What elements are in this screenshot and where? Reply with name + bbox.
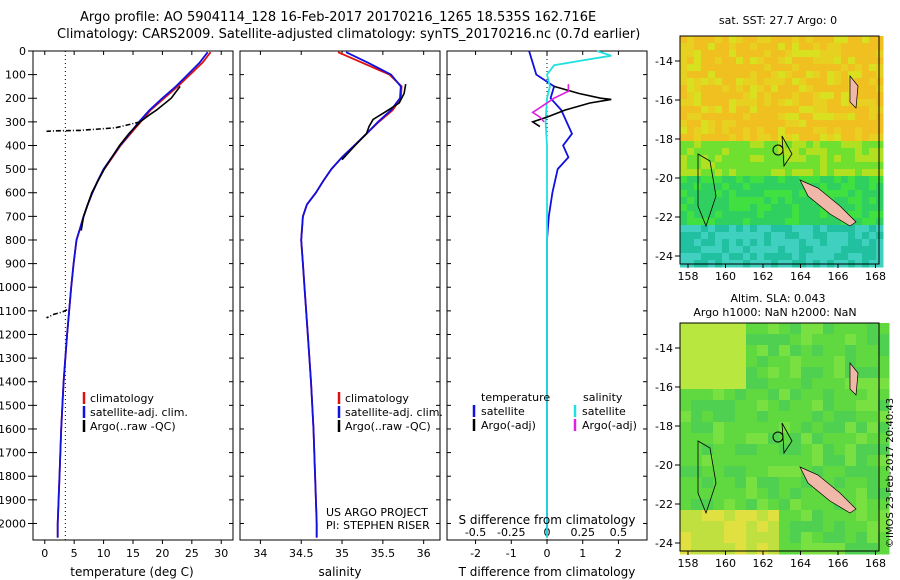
x-tick-label: 0 [41,547,48,560]
x-tick-label: 36 [417,547,431,560]
series-t-argo-adj [530,85,612,128]
x-tick-label: 35.5 [371,547,396,560]
depth-tick-label: 1500 [0,399,26,412]
depth-tick-label: 600 [5,187,26,200]
depth-tick-label: 1900 [0,494,26,507]
depth-tick-label: 700 [5,210,26,223]
series-argo-raw-qc [341,83,407,161]
x-tick-label: 34 [253,547,267,560]
s-difference-axis-label: S difference from climatology [459,513,636,527]
series-argo-raw-qc [80,85,181,231]
t-difference-axis-label: T difference from climatology [458,565,636,579]
legend-label-t-argo: Argo(-adj) [481,419,536,432]
depth-tick-label: 1000 [0,281,26,294]
s-tick-label: 0.5 [610,526,628,539]
depth-tick-label: 900 [5,258,26,271]
s-tick-label: -0.5 [465,526,486,539]
x-tick-label: 2 [615,547,622,560]
x-tick-label: 15 [126,547,140,560]
figure-title-line1: Argo profile: AO 5904114_128 16-Feb-2017… [80,10,597,25]
depth-tick-label: 200 [5,92,26,105]
salinity-axis-label: salinity [318,565,361,579]
difference-legend: temperature salinity satellite Argo(-adj… [472,391,637,432]
s-tick-label: 0.25 [570,526,595,539]
series-argo-flagged [46,121,141,133]
depth-tick-label: 1700 [0,447,26,460]
pi-annotation: PI: STEPHEN RISER [326,519,430,532]
temperature-legend: climatology satellite-adj. clim. Argo(..… [82,392,188,433]
depth-tick-label: 100 [5,69,26,82]
legend-label-t-satellite: satellite [481,405,525,418]
x-tick-label: 25 [185,547,199,560]
legend-label-argo: Argo(..raw -QC) [90,420,176,433]
legend-label-satellite: satellite-adj. clim. [345,406,443,419]
depth-tick-label: 1300 [0,352,26,365]
legend-title-temperature: temperature [481,391,550,404]
series-s-satellite [544,50,612,538]
depth-tick-label: 1200 [0,328,26,341]
salinity-panel-frame [239,50,441,541]
depth-tick-label: 500 [5,163,26,176]
x-tick-label: 30 [214,547,228,560]
legend-title-salinity: salinity [583,391,623,404]
series-s-argo-adj [531,84,570,123]
depth-tick-label: 1100 [0,305,26,318]
x-tick-label: 1 [579,547,586,560]
figure-title-line2: Climatology: CARS2009. Satellite-adjuste… [57,27,641,42]
x-tick-label: 0 [544,547,551,560]
legend-label-climatology: climatology [345,392,409,405]
series-argo-flagged-deep [46,308,68,319]
x-tick-label: 35 [335,547,349,560]
depth-tick-label: 800 [5,234,26,247]
depth-tick-label: 1800 [0,470,26,483]
depth-tick-label: 1400 [0,376,26,389]
project-annotation: US ARGO PROJECT [326,506,428,519]
depth-tick-label: 400 [5,139,26,152]
temperature-panel-frame [32,50,234,541]
legend-label-climatology: climatology [90,392,154,405]
series-satellite-adj-clim [300,51,402,538]
depth-tick-label: 2000 [0,517,26,530]
legend-label-s-argo: Argo(-adj) [582,419,637,432]
s-tick-label: -0.25 [497,526,525,539]
x-tick-label: -1 [506,547,517,560]
depth-tick-label: 0 [19,45,26,58]
x-tick-label: 5 [71,547,78,560]
depth-tick-label: 1600 [0,423,26,436]
temperature-axis-label: temperature (deg C) [70,565,193,579]
x-tick-label: 10 [97,547,111,560]
depth-tick-label: 300 [5,116,26,129]
x-tick-label: 34.5 [289,547,314,560]
x-tick-label: -2 [470,547,481,560]
legend-label-satellite: satellite-adj. clim. [90,406,188,419]
legend-label-argo: Argo(..raw -QC) [345,420,431,433]
legend-label-s-satellite: satellite [582,405,626,418]
x-tick-label: 20 [155,547,169,560]
salinity-legend: climatology satellite-adj. clim. Argo(..… [326,392,443,532]
